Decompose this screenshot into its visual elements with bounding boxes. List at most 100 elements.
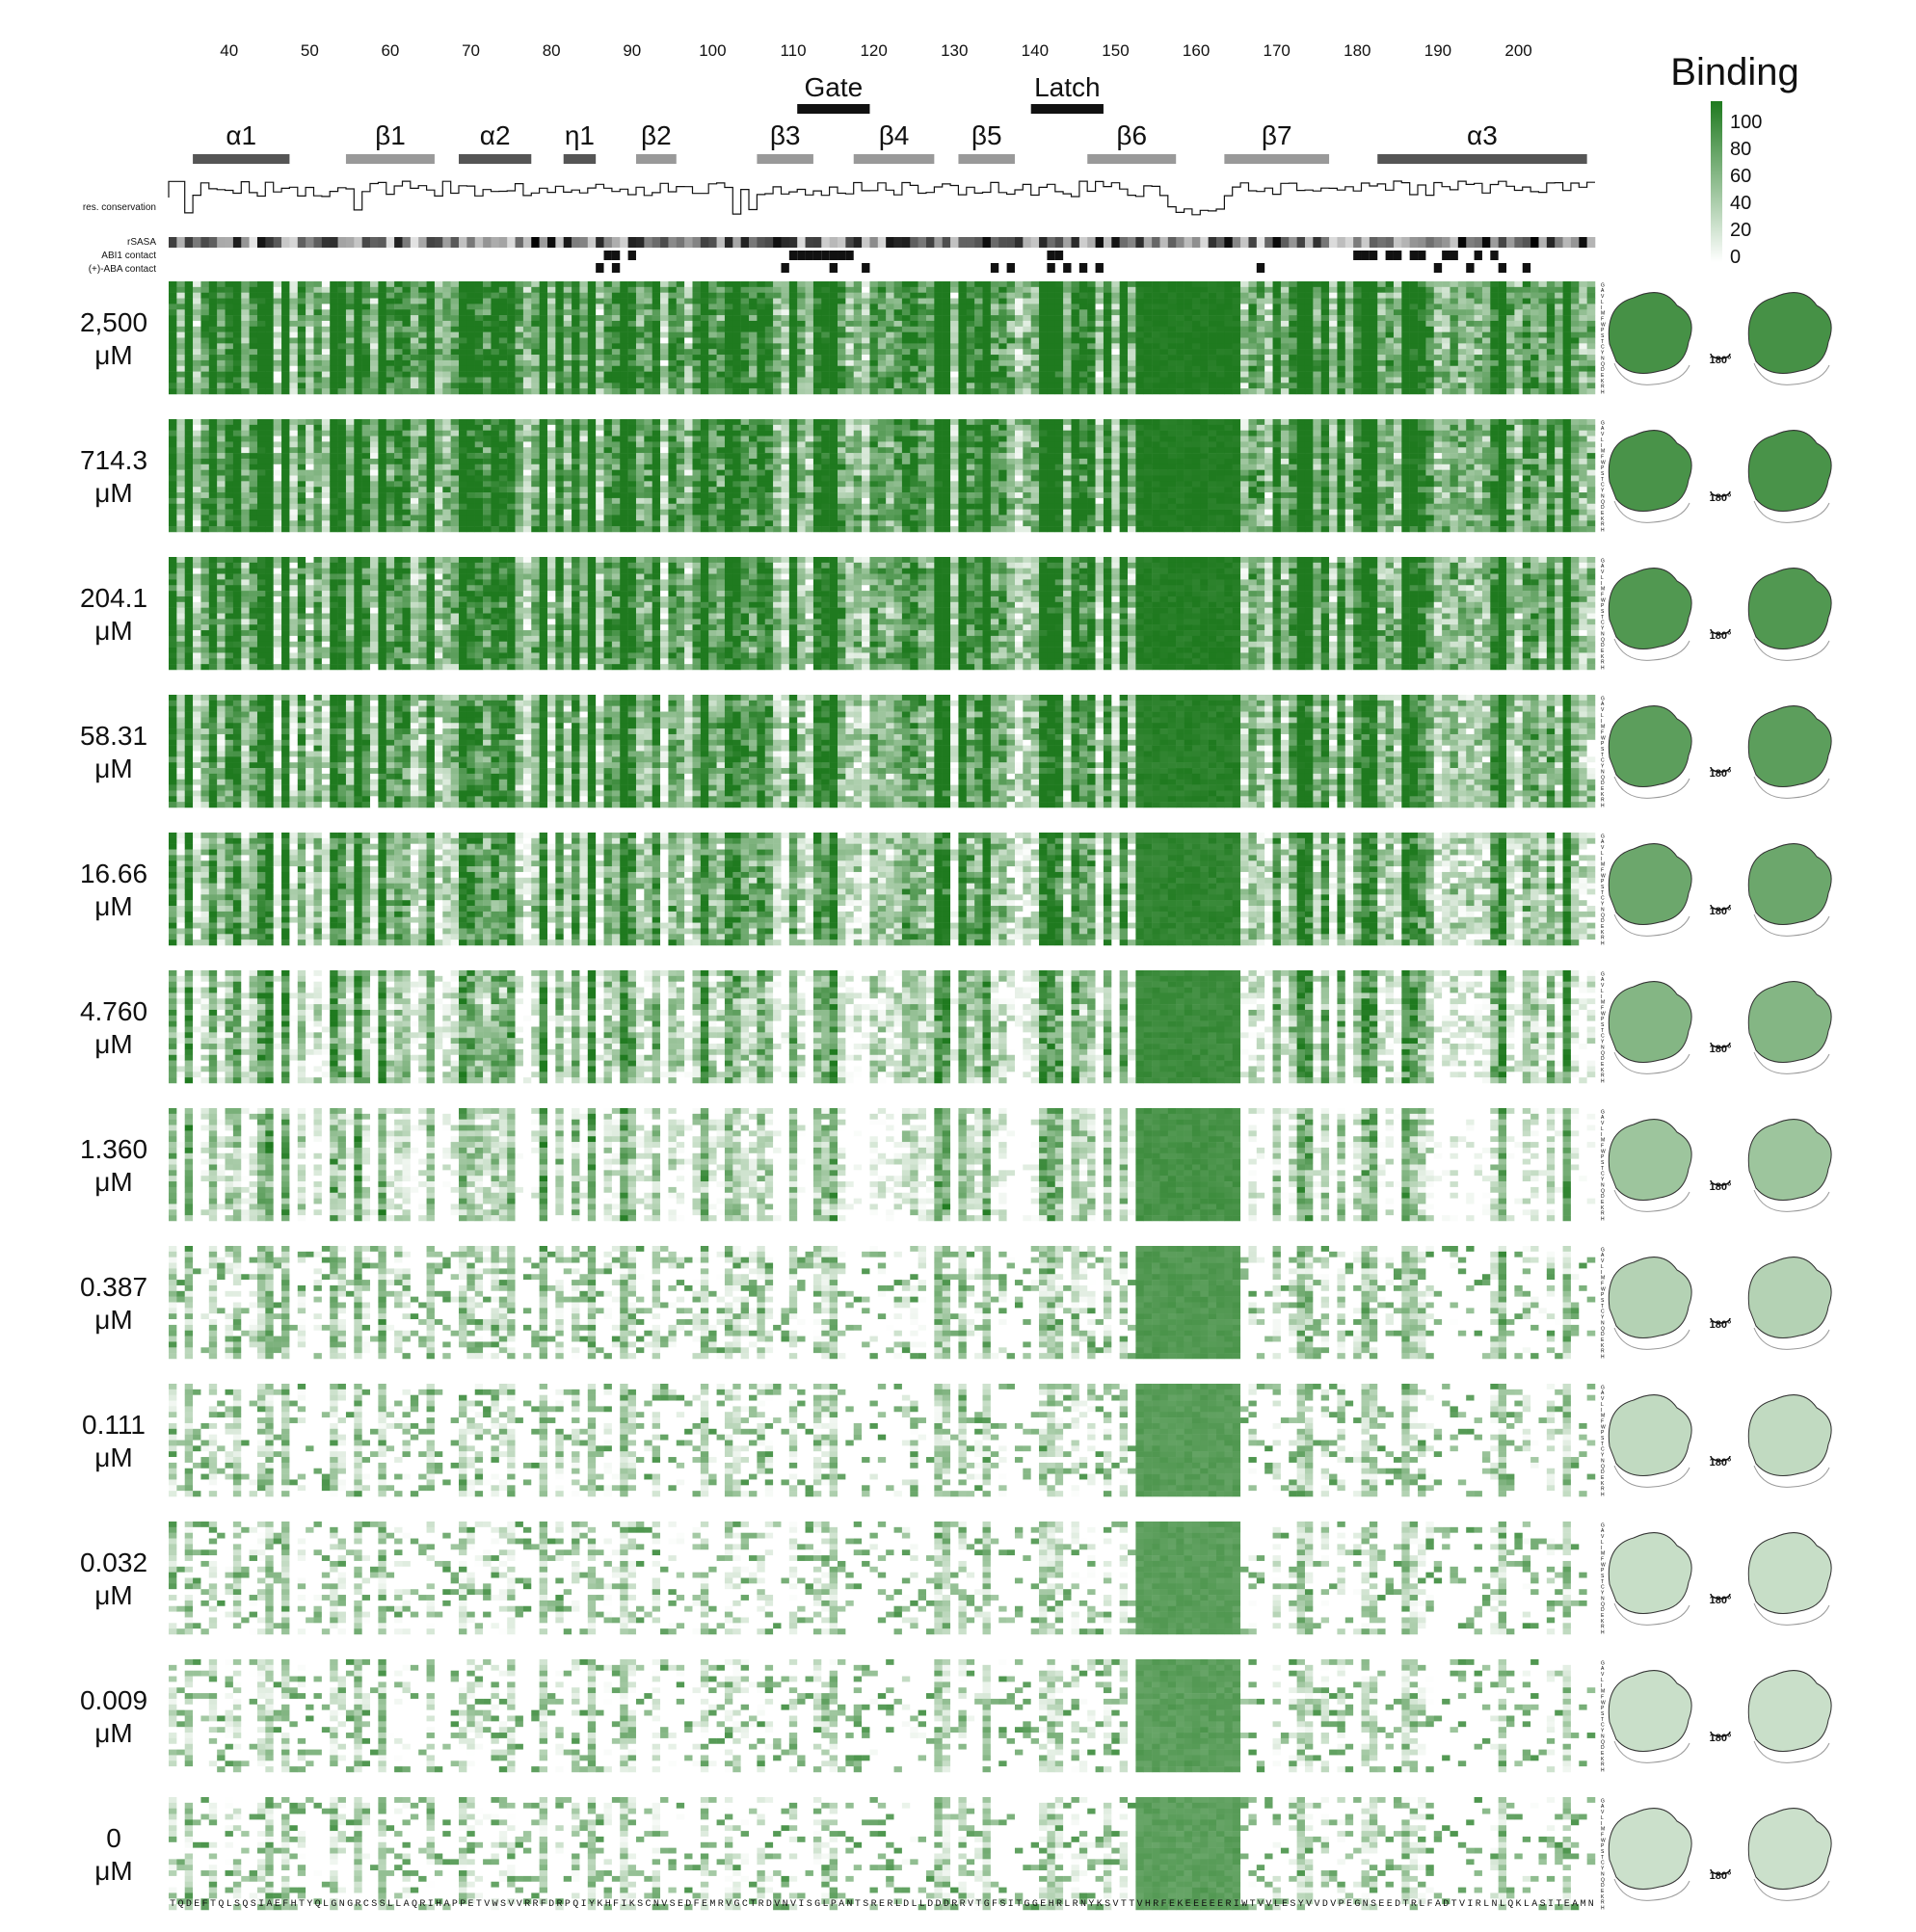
heatmap-cell xyxy=(1313,360,1321,366)
heatmap-cell xyxy=(402,299,411,304)
heatmap-cell xyxy=(418,309,427,315)
heatmap-cell xyxy=(250,526,258,532)
heatmap-cell xyxy=(958,299,967,304)
heatmap-cell xyxy=(483,366,492,372)
heatmap-cell xyxy=(588,321,597,327)
heatmap-cell xyxy=(958,360,967,366)
heatmap-cell xyxy=(806,332,814,338)
rsasa-cell xyxy=(636,237,645,248)
heatmap-cell xyxy=(1152,293,1160,299)
heatmap-cell xyxy=(1128,327,1136,332)
heatmap-cell xyxy=(1555,299,1563,304)
heatmap-cell xyxy=(1571,343,1580,349)
heatmap-cell xyxy=(176,510,185,516)
rsasa-cell xyxy=(338,237,347,248)
heatmap-cell xyxy=(1063,377,1072,383)
heatmap-cell xyxy=(1152,343,1160,349)
heatmap-cell xyxy=(330,332,338,338)
heatmap-cell xyxy=(1240,388,1249,394)
heatmap-cell xyxy=(781,388,789,394)
heatmap-cell xyxy=(564,355,572,360)
heatmap-cell xyxy=(1475,299,1483,304)
heatmap-cell xyxy=(1248,281,1257,287)
heatmap-cell xyxy=(878,327,887,332)
heatmap-cell xyxy=(217,515,226,520)
heatmap-cell xyxy=(1257,309,1265,315)
residue-tick-label: 50 xyxy=(301,41,319,60)
heatmap-cell xyxy=(1152,372,1160,378)
heatmap-cell xyxy=(757,281,765,287)
heatmap-cell xyxy=(1434,366,1443,372)
heatmap-cell xyxy=(1305,349,1314,355)
heatmap-cell xyxy=(1499,293,1507,299)
heatmap-cell xyxy=(717,349,726,355)
rsasa-cell xyxy=(1523,237,1531,248)
heatmap-cell xyxy=(281,377,290,383)
heatmap-cell xyxy=(185,299,194,304)
heatmap-cell xyxy=(1499,366,1507,372)
heatmap-cell xyxy=(250,419,258,425)
heatmap-cell xyxy=(523,377,532,383)
heatmap-cell xyxy=(233,481,242,487)
heatmap-cell xyxy=(878,287,887,293)
rsasa-cell xyxy=(1176,237,1184,248)
heatmap-cell xyxy=(547,332,556,338)
heatmap-cell xyxy=(298,304,306,309)
heatmap-cell xyxy=(950,304,959,309)
heatmap-cell xyxy=(1499,281,1507,287)
heatmap-cell xyxy=(540,355,548,360)
heatmap-cell xyxy=(983,360,992,366)
heatmap-cell xyxy=(1401,332,1410,338)
heatmap-cell xyxy=(209,293,218,299)
heatmap-cell xyxy=(466,327,475,332)
heatmap-cell xyxy=(250,441,258,447)
heatmap-cell xyxy=(217,464,226,470)
heatmap-cell xyxy=(620,366,628,372)
heatmap-cell xyxy=(1273,388,1282,394)
rsasa-cell xyxy=(555,237,564,248)
heatmap-cell xyxy=(370,383,379,388)
heatmap-cell xyxy=(475,293,484,299)
rsasa-cell xyxy=(1257,237,1265,248)
heatmap-cell xyxy=(701,281,709,287)
heatmap-cell xyxy=(209,487,218,492)
heatmap-cell xyxy=(193,309,201,315)
heatmap-cell xyxy=(579,349,588,355)
heatmap-cell xyxy=(540,360,548,366)
heatmap-cell xyxy=(176,464,185,470)
heatmap-cell xyxy=(265,304,274,309)
heatmap-cell xyxy=(1144,332,1153,338)
heatmap-cell xyxy=(741,360,750,366)
heatmap-cell xyxy=(169,520,177,526)
heatmap-cell xyxy=(1499,321,1507,327)
heatmap-cell xyxy=(427,372,436,378)
heatmap-cell xyxy=(1233,360,1241,366)
heatmap-cell xyxy=(306,299,314,304)
heatmap-cell xyxy=(1563,281,1572,287)
heatmap-cell xyxy=(1257,315,1265,321)
heatmap-cell xyxy=(516,327,524,332)
heatmap-cell xyxy=(620,287,628,293)
heatmap-cell xyxy=(1087,377,1096,383)
heatmap-cell xyxy=(1425,366,1434,372)
heatmap-cell xyxy=(209,476,218,482)
heatmap-cell xyxy=(185,293,194,299)
concentration-value: 2,500 xyxy=(80,307,147,337)
heatmap-cell xyxy=(217,470,226,476)
heatmap-cell xyxy=(830,327,838,332)
heatmap-cell xyxy=(338,360,347,366)
heatmap-cell xyxy=(1023,287,1031,293)
heatmap-cell xyxy=(1015,332,1024,338)
track-label-rsasa: rSASA xyxy=(127,237,156,248)
heatmap-cell xyxy=(531,309,540,315)
heatmap-cell xyxy=(531,377,540,383)
heatmap-cell xyxy=(1120,293,1129,299)
heatmap-cell xyxy=(1579,321,1587,327)
heatmap-cell xyxy=(306,309,314,315)
heatmap-cell xyxy=(806,309,814,315)
heatmap-cell xyxy=(830,321,838,327)
heatmap-cell xyxy=(1184,343,1193,349)
aba-contact-mark xyxy=(830,263,838,273)
heatmap-cell xyxy=(330,315,338,321)
heatmap-cell xyxy=(910,309,918,315)
